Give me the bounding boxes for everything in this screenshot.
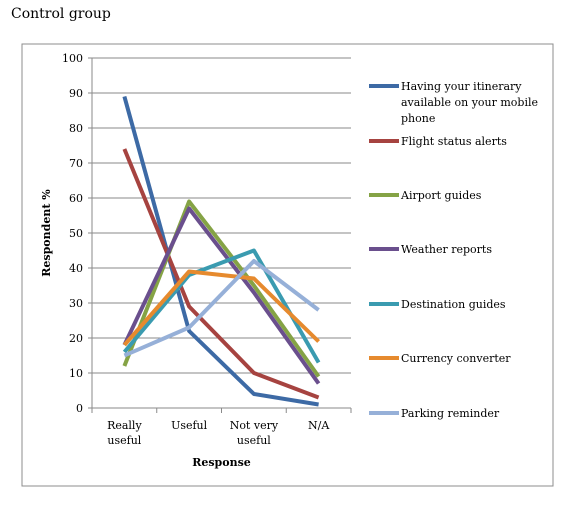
- x-tick-label: Useful: [171, 419, 208, 432]
- y-tick-label: 40: [69, 262, 83, 275]
- series-lines: [122, 95, 321, 407]
- series-line: [122, 269, 320, 347]
- axis-labels: 0 10 20 30 40 50 60 70 80 90 100 Really useful Useful…: [40, 52, 330, 469]
- y-tick-label: 100: [62, 52, 83, 65]
- legend-label: Weather reports: [401, 243, 492, 256]
- series-line: [122, 95, 319, 407]
- chart-caption: Control group: [11, 6, 111, 22]
- y-tick-label: 60: [69, 192, 83, 205]
- legend-label: Flight status alerts: [401, 135, 507, 148]
- series-line: [123, 259, 320, 358]
- y-tick-label: 80: [69, 122, 83, 135]
- y-tick-label: 20: [69, 332, 83, 345]
- y-tick-label: 70: [69, 157, 83, 170]
- y-tick-label: 50: [69, 227, 83, 240]
- axes: [88, 57, 352, 413]
- y-tick-label: 30: [69, 297, 83, 310]
- x-tick-label: Really useful: [107, 419, 142, 447]
- chart-frame: [21, 43, 554, 487]
- y-tick-label: 10: [69, 367, 83, 380]
- series-line: [122, 248, 321, 364]
- y-tick-label: 0: [76, 402, 83, 415]
- y-tick-label: 90: [69, 87, 83, 100]
- legend: Having your itinerary available on your m…: [369, 80, 538, 420]
- x-tick-label: N/A: [308, 419, 330, 432]
- series-line: [122, 199, 321, 378]
- y-axis-title: Respondent %: [40, 189, 53, 277]
- grid-lines: [92, 57, 351, 374]
- x-axis-title: Response: [192, 456, 251, 469]
- legend-label: Parking reminder: [401, 407, 500, 420]
- legend-label: Airport guides: [400, 189, 482, 202]
- series-line: [122, 206, 321, 385]
- legend-label: Destination guides: [401, 298, 506, 311]
- series-line: [122, 148, 320, 400]
- legend-label: Currency converter: [401, 352, 511, 365]
- legend-label: Having your itinerary available on your m…: [401, 80, 538, 125]
- x-tick-label: Not very useful: [230, 419, 279, 447]
